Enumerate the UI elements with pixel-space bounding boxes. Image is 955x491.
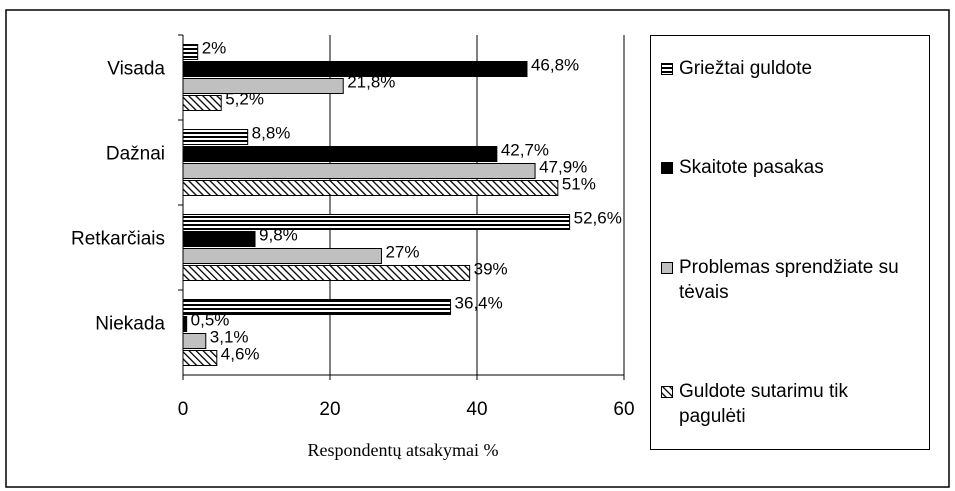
- bar: [182, 44, 199, 60]
- value-label: 3,1%: [210, 327, 249, 346]
- legend: Griežtai guldote Skaitote pasakas Problema…: [650, 35, 930, 450]
- legend-label: Guldote sutarimu tik pagulėti: [679, 380, 848, 427]
- bar: [182, 316, 188, 332]
- bar: [182, 214, 571, 230]
- legend-label: Griežtai guldote: [679, 58, 813, 79]
- legend-swatch-box: [661, 63, 673, 75]
- x-axis-title: Respondentų atsakymai %: [308, 440, 499, 460]
- frame: [5, 9, 950, 488]
- value-label: 21,8%: [347, 72, 395, 91]
- legend-swatch-box: [661, 162, 673, 175]
- legend-label: Problemas sprendžiate su tėvais: [679, 256, 899, 303]
- bar: [182, 146, 498, 162]
- x-tick-label: 0: [178, 399, 189, 420]
- value-label: 8,8%: [252, 123, 291, 142]
- value-label: 36,4%: [455, 293, 503, 312]
- y-tick-label: Dažnai: [106, 144, 165, 165]
- value-label: 4,6%: [221, 344, 260, 363]
- bar: [182, 78, 344, 94]
- legend-entry: Guldote sutarimu tik pagulėti: [661, 379, 919, 429]
- value-label: 46,8%: [531, 55, 579, 74]
- x-tick-label: 20: [319, 399, 340, 420]
- bar: [182, 180, 559, 196]
- bar: [182, 129, 249, 145]
- x-tick-label: 40: [466, 399, 487, 420]
- value-label: 47,9%: [539, 157, 587, 176]
- bar: [182, 231, 256, 247]
- legend-entry: Problemas sprendžiate su tėvais: [661, 255, 919, 305]
- bar: [182, 61, 528, 77]
- x-tick-label: 60: [613, 399, 634, 420]
- legend-label: Skaitote pasakas: [679, 157, 824, 179]
- legend-swatch-box: [661, 385, 673, 398]
- value-label: 51%: [562, 174, 596, 193]
- legend-entry: Skaitote pasakas: [661, 155, 919, 180]
- y-tick-label: Niekada: [95, 314, 165, 335]
- legend-swatch-box: [661, 261, 673, 274]
- value-label: 9,8%: [259, 225, 298, 244]
- bar: [182, 299, 452, 315]
- legend-swatch: [661, 63, 673, 75]
- bar: [182, 95, 222, 111]
- legend-entry: Griežtai guldote: [661, 56, 919, 81]
- bar: [182, 265, 471, 281]
- value-label: 39%: [474, 259, 508, 278]
- value-label: 0,5%: [191, 310, 230, 329]
- bar: [182, 350, 218, 366]
- value-label: 42,7%: [501, 140, 549, 159]
- value-label: 5,2%: [225, 89, 264, 108]
- bar: [182, 163, 536, 179]
- legend-swatch: [661, 385, 673, 398]
- bar: [182, 333, 207, 349]
- legend-swatch: [661, 261, 673, 274]
- bar: [182, 248, 382, 264]
- y-tick-label: Retkarčiais: [71, 229, 165, 250]
- value-label: 52,6%: [574, 208, 622, 227]
- value-label: 2%: [202, 38, 227, 57]
- value-label: 27%: [385, 242, 419, 261]
- legend-swatch: [661, 162, 673, 175]
- y-tick-label: Visada: [107, 59, 165, 80]
